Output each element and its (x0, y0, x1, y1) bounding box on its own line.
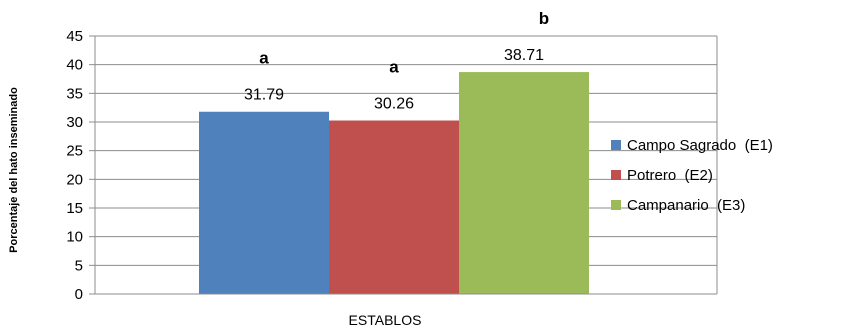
value-label: 31.79 (244, 87, 284, 104)
bar-3 (459, 72, 589, 294)
significance-label: b (539, 9, 549, 28)
value-label: 30.26 (374, 96, 414, 113)
y-tick-label: 30 (66, 114, 83, 131)
legend: Campo Sagrado (E1) Potrero (E2) Campanario… (611, 137, 773, 214)
legend-label: Campanario (E3) (627, 197, 745, 214)
bar-1 (199, 111, 329, 294)
y-tick-label: 5 (75, 257, 83, 274)
y-tick-label: 45 (66, 28, 83, 45)
x-axis-title: ESTABLOS (349, 312, 422, 328)
legend-swatch (611, 200, 621, 210)
significance-label: a (389, 58, 399, 77)
y-tick-label: 25 (66, 143, 83, 160)
value-label: 38.71 (504, 47, 544, 64)
y-tick-label: 35 (66, 85, 83, 102)
y-tick-label: 40 (66, 57, 83, 74)
bars (199, 72, 589, 294)
y-tick-label: 10 (66, 229, 83, 246)
labels: 31.79 a 30.26 a 38.71 b (244, 9, 549, 112)
y-tick-label: 0 (75, 286, 83, 303)
axes: 0 5 10 15 20 25 30 35 40 45 (66, 28, 718, 303)
legend-label: Campo Sagrado (E1) (627, 137, 773, 154)
bar-2 (329, 120, 459, 294)
y-tick-label: 15 (66, 200, 83, 217)
y-tick-label: 20 (66, 171, 83, 188)
legend-swatch (611, 170, 621, 180)
significance-label: a (259, 49, 269, 68)
y-axis-title: Porcentaje del hato inseminado (8, 87, 20, 253)
legend-label: Potrero (E2) (627, 167, 713, 184)
legend-swatch (611, 140, 621, 150)
